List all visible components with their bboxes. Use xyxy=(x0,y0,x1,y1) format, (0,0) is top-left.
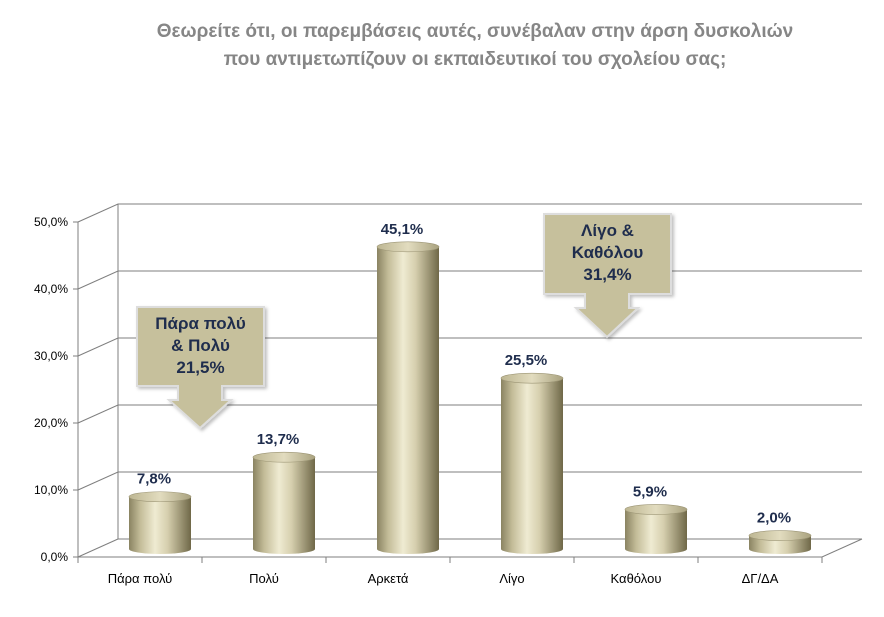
bar xyxy=(624,504,688,554)
bars xyxy=(128,241,812,554)
gridline xyxy=(77,203,862,223)
y-tick-label: 20,0% xyxy=(34,416,68,430)
chart-title-line-2: που αντιμετωπίζουν οι εκπαιδευτικοί του … xyxy=(223,49,727,70)
chart-title: Θεωρείτε ότι, οι παρεμβάσεις αυτές, συνέ… xyxy=(95,18,855,74)
data-label: 7,8% xyxy=(137,471,171,488)
bar xyxy=(500,372,564,554)
category-label: ΔΓ/ΔΑ xyxy=(742,571,779,586)
gridline xyxy=(77,270,862,290)
callouts: Πάρα πολύ & Πολύ 21,5% Λίγο & Καθόλου 31,4% xyxy=(136,213,672,430)
category-label: Αρκετά xyxy=(368,571,409,586)
callout-text: 21,5% xyxy=(176,358,224,377)
callout xyxy=(136,306,265,430)
data-label: 5,9% xyxy=(633,483,667,500)
bar-cap xyxy=(128,491,192,503)
chart-title-line-1: Θεωρείτε ότι, οι παρεμβάσεις αυτές, συνέ… xyxy=(156,21,794,42)
callout-text: Λίγο & xyxy=(581,221,634,240)
bar xyxy=(128,491,192,554)
bar-body xyxy=(377,246,439,554)
bar-cap xyxy=(624,504,688,515)
bar-body xyxy=(625,509,687,554)
category-label: Πάρα πολύ xyxy=(108,571,173,586)
gridline xyxy=(77,471,862,491)
category-label: Λίγο xyxy=(499,571,524,586)
bar-cap xyxy=(252,451,316,463)
callout-text: Καθόλου xyxy=(572,243,644,262)
callout-shape xyxy=(136,306,265,430)
bar-cap xyxy=(376,241,440,253)
bar-cap xyxy=(500,372,564,384)
y-tick-label: 40,0% xyxy=(34,282,68,296)
category-label: Καθόλου xyxy=(611,571,662,586)
bar xyxy=(748,530,812,554)
callout-shape xyxy=(543,213,672,339)
bar-body xyxy=(129,496,191,554)
labels: 0,0% 10,0% 20,0% 30,0% 40,0% 50,0% 7,8% Πάρα πο… xyxy=(34,215,791,586)
callout-text: Πάρα πολύ xyxy=(155,314,246,333)
bar-body xyxy=(253,457,315,554)
data-label: 2,0% xyxy=(757,510,791,527)
bar-body xyxy=(501,378,563,554)
bar-cap xyxy=(748,530,812,541)
category-label: Πολύ xyxy=(249,571,279,586)
y-tick-label: 30,0% xyxy=(34,349,68,363)
data-label: 13,7% xyxy=(257,431,300,448)
callout xyxy=(543,213,672,339)
floor-edge xyxy=(78,538,863,558)
callout-text: & Πολύ xyxy=(171,336,230,355)
y-tick-label: 50,0% xyxy=(34,215,68,229)
bar xyxy=(376,241,440,554)
callout-text: 31,4% xyxy=(583,265,631,284)
axes xyxy=(73,204,863,563)
y-tick-label: 0,0% xyxy=(41,550,69,564)
data-label: 25,5% xyxy=(505,352,548,369)
y-tick-label: 10,0% xyxy=(34,483,68,497)
bar xyxy=(252,451,316,554)
data-label: 45,1% xyxy=(381,221,424,238)
gridline xyxy=(77,538,119,558)
